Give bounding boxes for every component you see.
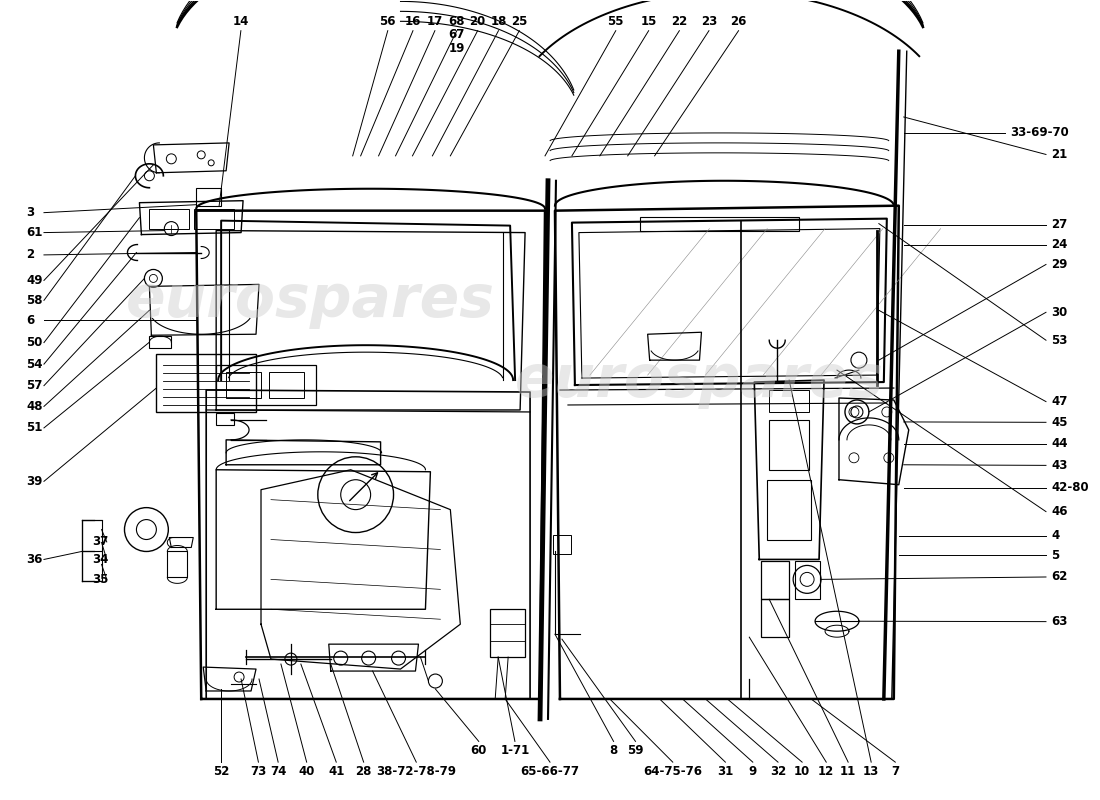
Bar xyxy=(795,562,821,599)
Bar xyxy=(227,372,261,398)
Text: 61: 61 xyxy=(26,226,43,239)
Text: 21: 21 xyxy=(1050,148,1067,161)
Bar xyxy=(167,551,187,578)
Text: 2: 2 xyxy=(26,249,34,262)
Text: 59: 59 xyxy=(627,744,644,758)
Text: 52: 52 xyxy=(213,765,229,778)
Bar xyxy=(150,336,172,348)
Text: 41: 41 xyxy=(328,765,344,778)
Bar xyxy=(767,480,811,539)
Text: 3: 3 xyxy=(26,206,34,219)
Text: 37: 37 xyxy=(91,535,108,549)
Text: 29: 29 xyxy=(1050,258,1067,271)
Text: 30: 30 xyxy=(1050,306,1067,319)
Bar xyxy=(195,209,234,229)
Bar xyxy=(761,562,789,599)
Text: 15: 15 xyxy=(640,14,657,28)
Text: 13: 13 xyxy=(864,765,879,778)
Text: 42-80: 42-80 xyxy=(1050,481,1089,494)
Text: 35: 35 xyxy=(91,573,108,586)
Text: 39: 39 xyxy=(26,475,43,488)
Bar xyxy=(156,354,256,412)
Text: 68: 68 xyxy=(449,14,465,28)
Bar xyxy=(769,420,810,470)
Bar xyxy=(640,217,799,230)
Text: 46: 46 xyxy=(1050,505,1067,518)
Text: 26: 26 xyxy=(730,14,747,28)
Text: 45: 45 xyxy=(1050,416,1067,429)
Text: 50: 50 xyxy=(26,336,43,349)
Text: 38-72-78-79: 38-72-78-79 xyxy=(376,765,456,778)
Text: 60: 60 xyxy=(471,744,487,758)
Text: 23: 23 xyxy=(701,14,717,28)
Text: 5: 5 xyxy=(1050,549,1059,562)
Text: 51: 51 xyxy=(26,422,43,434)
Text: 63: 63 xyxy=(1050,615,1067,628)
Bar xyxy=(217,413,234,425)
Text: 49: 49 xyxy=(26,274,43,287)
Text: 62: 62 xyxy=(1050,570,1067,583)
Text: eurospares: eurospares xyxy=(515,351,884,409)
Bar xyxy=(217,365,316,405)
Text: 17: 17 xyxy=(427,14,443,28)
Text: 48: 48 xyxy=(26,400,43,413)
Text: 18: 18 xyxy=(491,14,507,28)
Text: 64-75-76: 64-75-76 xyxy=(644,765,702,778)
Text: 1-71: 1-71 xyxy=(500,744,529,758)
Text: 36: 36 xyxy=(26,553,43,566)
Text: 25: 25 xyxy=(512,14,528,28)
Text: 73: 73 xyxy=(251,765,266,778)
Text: 16: 16 xyxy=(405,14,421,28)
Text: 28: 28 xyxy=(355,765,372,778)
Bar xyxy=(491,610,525,657)
Text: 33-69-70: 33-69-70 xyxy=(1011,126,1069,139)
Text: 9: 9 xyxy=(749,765,757,778)
Bar xyxy=(150,209,189,229)
Bar xyxy=(270,372,304,398)
Text: 19: 19 xyxy=(449,42,465,55)
Text: 40: 40 xyxy=(298,765,315,778)
Text: 31: 31 xyxy=(717,765,734,778)
Text: 20: 20 xyxy=(470,14,486,28)
Text: 43: 43 xyxy=(1050,459,1067,472)
Text: 14: 14 xyxy=(233,14,249,28)
Text: 27: 27 xyxy=(1050,218,1067,231)
Text: 44: 44 xyxy=(1050,438,1067,450)
Text: 22: 22 xyxy=(671,14,688,28)
Text: 54: 54 xyxy=(26,358,43,370)
Text: 55: 55 xyxy=(607,14,624,28)
Text: 7: 7 xyxy=(891,765,900,778)
Text: 12: 12 xyxy=(818,765,835,778)
Text: eurospares: eurospares xyxy=(126,272,495,329)
Bar xyxy=(761,599,789,637)
Text: 47: 47 xyxy=(1050,395,1067,408)
Bar xyxy=(769,390,810,412)
Text: 34: 34 xyxy=(91,553,108,566)
Text: 8: 8 xyxy=(609,744,618,758)
Text: 4: 4 xyxy=(1050,529,1059,542)
Text: 11: 11 xyxy=(840,765,856,778)
Text: 74: 74 xyxy=(270,765,286,778)
Bar xyxy=(196,188,221,206)
Text: 65-66-77: 65-66-77 xyxy=(520,765,580,778)
Bar xyxy=(553,534,571,554)
Text: 56: 56 xyxy=(379,14,396,28)
Text: 32: 32 xyxy=(770,765,786,778)
Text: 67: 67 xyxy=(449,28,465,42)
Text: 10: 10 xyxy=(794,765,811,778)
Text: 53: 53 xyxy=(1050,334,1067,346)
Text: 58: 58 xyxy=(26,294,43,307)
Text: 24: 24 xyxy=(1050,238,1067,251)
Text: 57: 57 xyxy=(26,379,43,392)
Text: 6: 6 xyxy=(26,314,34,326)
